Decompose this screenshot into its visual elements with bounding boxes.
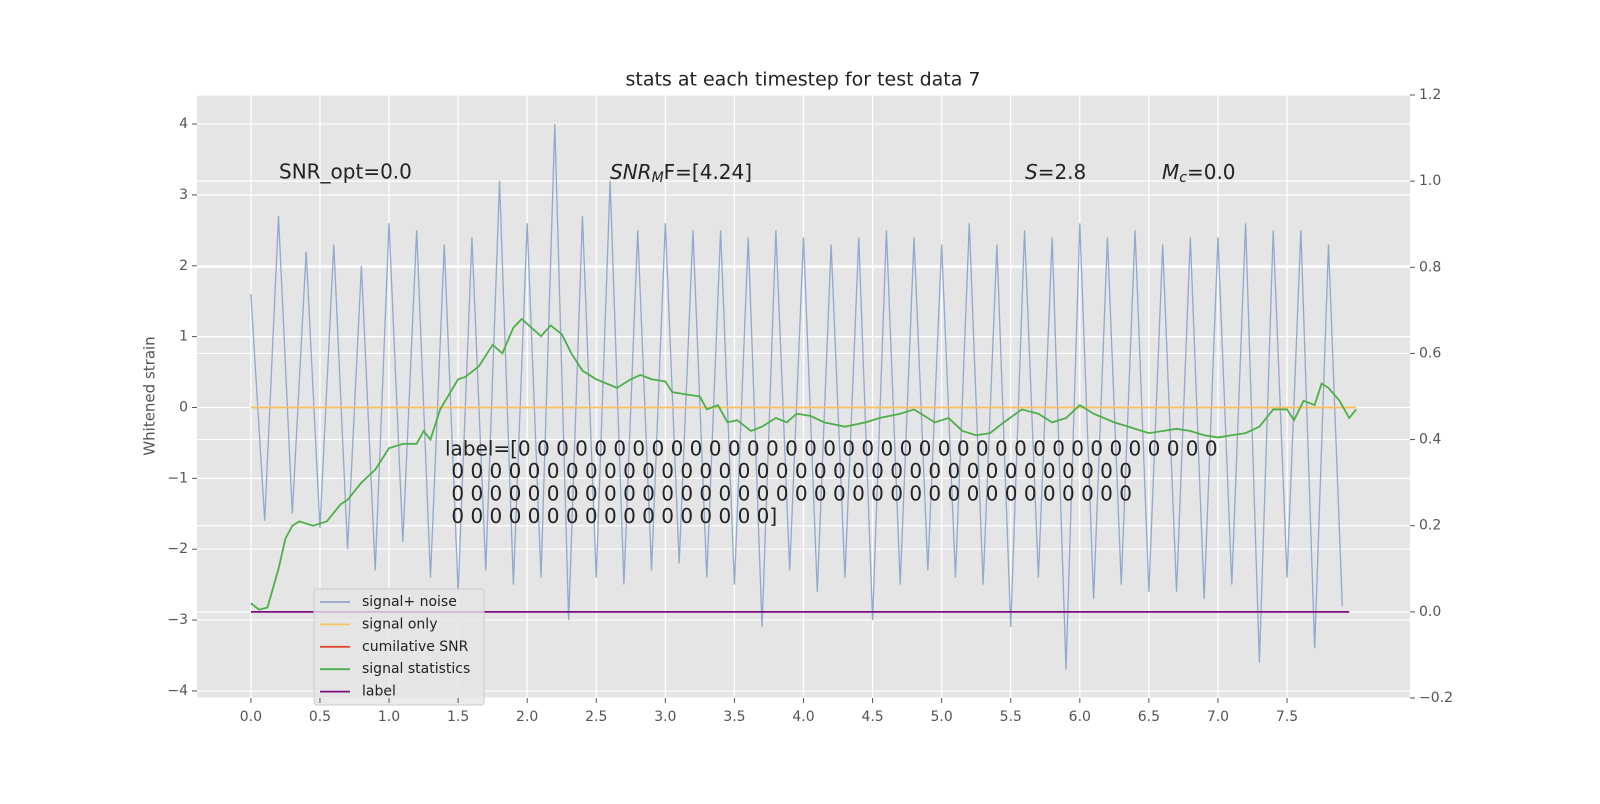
x-tick-label: 4.0 [792,709,814,725]
legend-label: label [362,684,396,700]
x-tick-label: 6.0 [1069,709,1091,725]
x-tick-label: 6.5 [1138,709,1160,725]
x-tick-label: 4.5 [861,709,883,725]
y-tick-label: 3 [179,187,188,203]
x-tick-label: 1.5 [447,709,469,725]
chart-title: stats at each timestep for test data 7 [625,69,980,91]
y2-tick-label: 0.6 [1419,345,1441,361]
y2-tick-label: 0.2 [1419,518,1441,534]
x-tick-label: 3.0 [654,709,676,725]
x-tick-label: 0.0 [240,709,262,725]
legend-label: signal only [362,616,437,632]
y2-tick-label: −0.2 [1419,690,1453,706]
y2-tick-label: 1.2 [1419,87,1441,103]
legend-box [313,588,485,706]
x-tick-label: 5.0 [931,709,953,725]
y-tick-label: −1 [167,470,188,486]
legend-label: signal+ noise [362,594,457,610]
data-line [250,124,1343,670]
y-tick-label: −3 [167,612,188,628]
data-line [250,317,1357,611]
x-tick-label: 3.5 [723,709,745,725]
annotation: Mc=0.0 [1162,160,1236,187]
y2-tick-label: 0.8 [1419,259,1441,275]
x-tick-label: 2.0 [516,709,538,725]
annotation: S=2.8 [1025,160,1086,184]
annotation: label=[0 0 0 0 0 0 0 0 0 0 0 0 0 0 0 0 0… [445,437,1218,461]
y-tick-label: 1 [179,329,188,345]
y2-tick-label: 0.0 [1419,604,1441,620]
x-tick-label: 2.5 [585,709,607,725]
y-tick-label: −2 [167,541,188,557]
y-tick-label: 2 [179,258,188,274]
annotation: 0 0 0 0 0 0 0 0 0 0 0 0 0 0 0 0 0] [445,504,777,528]
legend-label: signal statistics [362,661,470,677]
legend-label: cumilative SNR [362,639,469,655]
annotation: 0 0 0 0 0 0 0 0 0 0 0 0 0 0 0 0 0 0 0 0 … [445,482,1132,506]
y2-tick-label: 1.0 [1419,173,1441,189]
x-tick-label: 1.0 [378,709,400,725]
annotation: SNRMF=[4.24] [610,160,752,187]
x-tick-label: 0.5 [309,709,331,725]
y-axis-label: Whitened strain [141,336,159,455]
x-tick-label: 5.5 [1000,709,1022,725]
x-tick-label: 7.0 [1207,709,1229,725]
y-tick-label: −4 [167,683,188,699]
y2-tick-label: 0.4 [1419,432,1441,448]
annotation: 0 0 0 0 0 0 0 0 0 0 0 0 0 0 0 0 0 0 0 0 … [445,459,1132,483]
y-tick-label: 4 [179,116,188,132]
annotation: SNR_opt=0.0 [279,160,412,184]
x-tick-label: 7.5 [1276,709,1298,725]
y-tick-label: 0 [179,399,188,415]
